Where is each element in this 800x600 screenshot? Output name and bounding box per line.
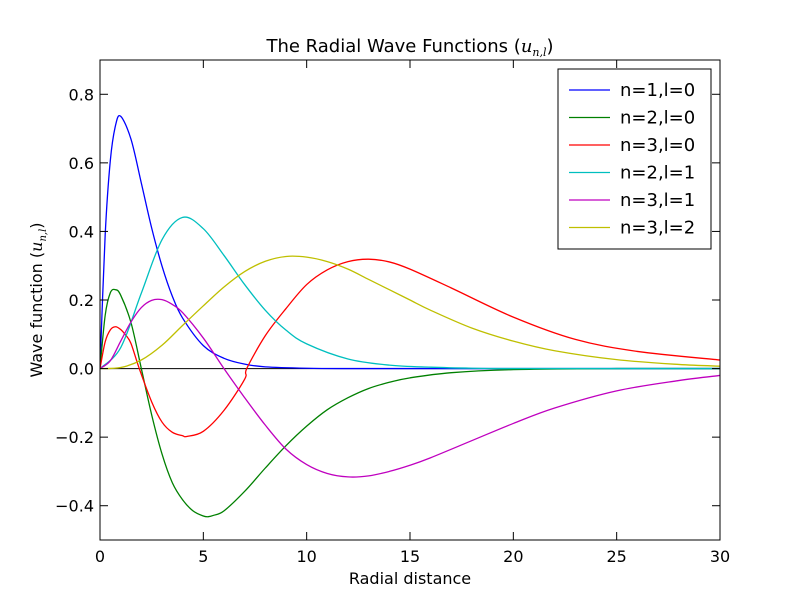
chart-title-math-sub: n,l [532, 46, 547, 59]
series-line-5 [100, 298, 720, 478]
series-line-1 [100, 115, 720, 370]
y-axis-label: Wave function (un,l) [27, 222, 49, 377]
x-tick-label: 20 [503, 547, 523, 566]
y-axis-label-math-sub: n,l [38, 229, 49, 242]
x-tick-label: 25 [606, 547, 626, 566]
legend-label: n=2,l=0 [620, 108, 695, 129]
legend: n=1,l=0 n=2,l=0 n=3,l=0 n=2,l=1 n=3,l=1 n=3,l… [557, 68, 712, 250]
legend-entry: n=3,l=2 [569, 218, 695, 239]
y-tick-label: 0.4 [69, 222, 94, 241]
legend-label: n=3,l=0 [620, 135, 695, 156]
y-tick-label: 0.0 [69, 360, 94, 379]
x-tick-label: 5 [198, 547, 208, 566]
y-tick-label: −0.2 [55, 428, 94, 447]
y-tick-label: 0.8 [69, 85, 94, 104]
legend-entry: n=2,l=1 [569, 163, 695, 184]
legend-box [557, 68, 712, 250]
y-tick-label: −0.4 [55, 497, 94, 516]
chart-title-text: The Radial Wave Functions [265, 36, 508, 57]
y-tick-label: 0.2 [69, 291, 94, 310]
legend-label: n=1,l=0 [620, 80, 695, 101]
legend-label: n=3,l=1 [620, 190, 695, 211]
x-tick-label: 15 [400, 547, 420, 566]
legend-entry: n=2,l=0 [569, 108, 695, 129]
y-tick-label: 0.6 [69, 154, 94, 173]
series-line-6 [100, 255, 720, 370]
legend-entry: n=3,l=0 [569, 135, 695, 156]
legend-entry: n=3,l=1 [569, 190, 695, 211]
legend-label: n=2,l=1 [620, 163, 695, 184]
y-axis-label-math-base: u [27, 242, 46, 252]
legend-label: n=3,l=2 [620, 218, 695, 239]
chart-title: The Radial Wave Functions (un,l) [265, 36, 553, 59]
x-axis-label: Radial distance [349, 569, 471, 588]
x-tick-label: 0 [95, 547, 105, 566]
series-line-4 [100, 216, 720, 370]
chart-title-math-base: u [521, 36, 533, 57]
legend-entry: n=1,l=0 [569, 80, 695, 101]
x-tick-label: 10 [296, 547, 316, 566]
y-axis-label-text: Wave function [27, 263, 46, 377]
x-tick-label: 30 [710, 547, 730, 566]
series-line-2 [100, 288, 720, 518]
